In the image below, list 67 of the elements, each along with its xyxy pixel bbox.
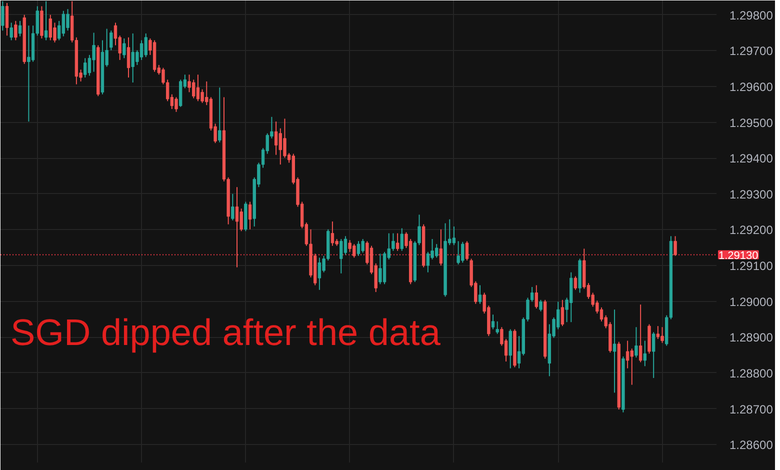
y-tick-label: 1.29700	[730, 44, 774, 58]
candlestick	[18, 20, 22, 37]
y-tick-label: 1.28900	[730, 330, 774, 345]
candlestick	[122, 38, 126, 59]
candlestick	[5, 2, 9, 36]
candlestick	[539, 299, 542, 312]
y-tick-label: 1.29000	[730, 294, 774, 309]
candlestick	[396, 232, 400, 252]
candlestick	[66, 8, 70, 32]
candlestick	[140, 40, 144, 60]
y-tick-label: 1.29300	[730, 187, 774, 202]
y-tick-label: 1.29500	[730, 116, 774, 130]
y-tick-label: 1.29200	[730, 223, 774, 238]
candlestick	[144, 32, 148, 58]
annotation: SGD dipped after the data	[10, 312, 441, 353]
candlestick	[14, 20, 18, 41]
candlestick	[491, 314, 495, 330]
candlestick	[44, 0, 48, 41]
y-tick-label: 1.29800	[730, 8, 774, 22]
ref-line-label: 1.29130	[718, 250, 758, 262]
candlestick	[235, 186, 239, 268]
y-tick-label: 1.29600	[730, 80, 774, 94]
candlestick	[643, 340, 646, 367]
candlestick	[439, 228, 443, 266]
candlestick	[426, 251, 430, 273]
candlestick	[638, 304, 642, 363]
candlestick	[330, 220, 334, 246]
candlestick	[196, 74, 200, 102]
candlestick	[344, 236, 348, 256]
candlestick	[478, 284, 482, 304]
candlestick	[1, 0, 4, 32]
candlestick	[62, 10, 66, 37]
candlestick	[612, 309, 616, 394]
candlestick	[400, 228, 404, 252]
candlestick	[634, 326, 638, 358]
candlestick	[574, 276, 578, 290]
candlestick	[10, 22, 13, 41]
candlestick	[560, 299, 564, 327]
candlestick	[318, 257, 322, 290]
y-tick-label: 1.29400	[730, 152, 774, 166]
candlestick	[656, 326, 660, 340]
candlestick	[630, 348, 634, 386]
y-tick-label: 1.29100	[730, 259, 774, 274]
candlestick	[92, 32, 96, 72]
y-tick-label: 1.28700	[730, 402, 774, 416]
candlestick	[274, 121, 278, 156]
candlestick	[218, 87, 222, 143]
candlestick	[356, 240, 360, 256]
candlestick	[27, 25, 30, 122]
y-tick-label: 1.28600	[730, 438, 774, 452]
candlestick	[340, 238, 343, 274]
candlestick	[231, 193, 234, 221]
candlestick	[534, 284, 538, 309]
candlestick	[674, 236, 677, 256]
y-tick-label: 1.28800	[730, 366, 774, 380]
candlestick	[248, 201, 252, 230]
candlestick	[110, 30, 113, 51]
candlestick	[126, 36, 130, 78]
candlestick	[361, 238, 364, 254]
candlestick	[378, 253, 382, 285]
candlestick	[84, 58, 87, 78]
candlestick	[452, 226, 456, 246]
candlestick	[465, 240, 469, 262]
candlestick	[652, 332, 656, 378]
candlestick	[496, 320, 499, 334]
candlestick	[240, 208, 243, 232]
candlestick	[626, 340, 630, 369]
